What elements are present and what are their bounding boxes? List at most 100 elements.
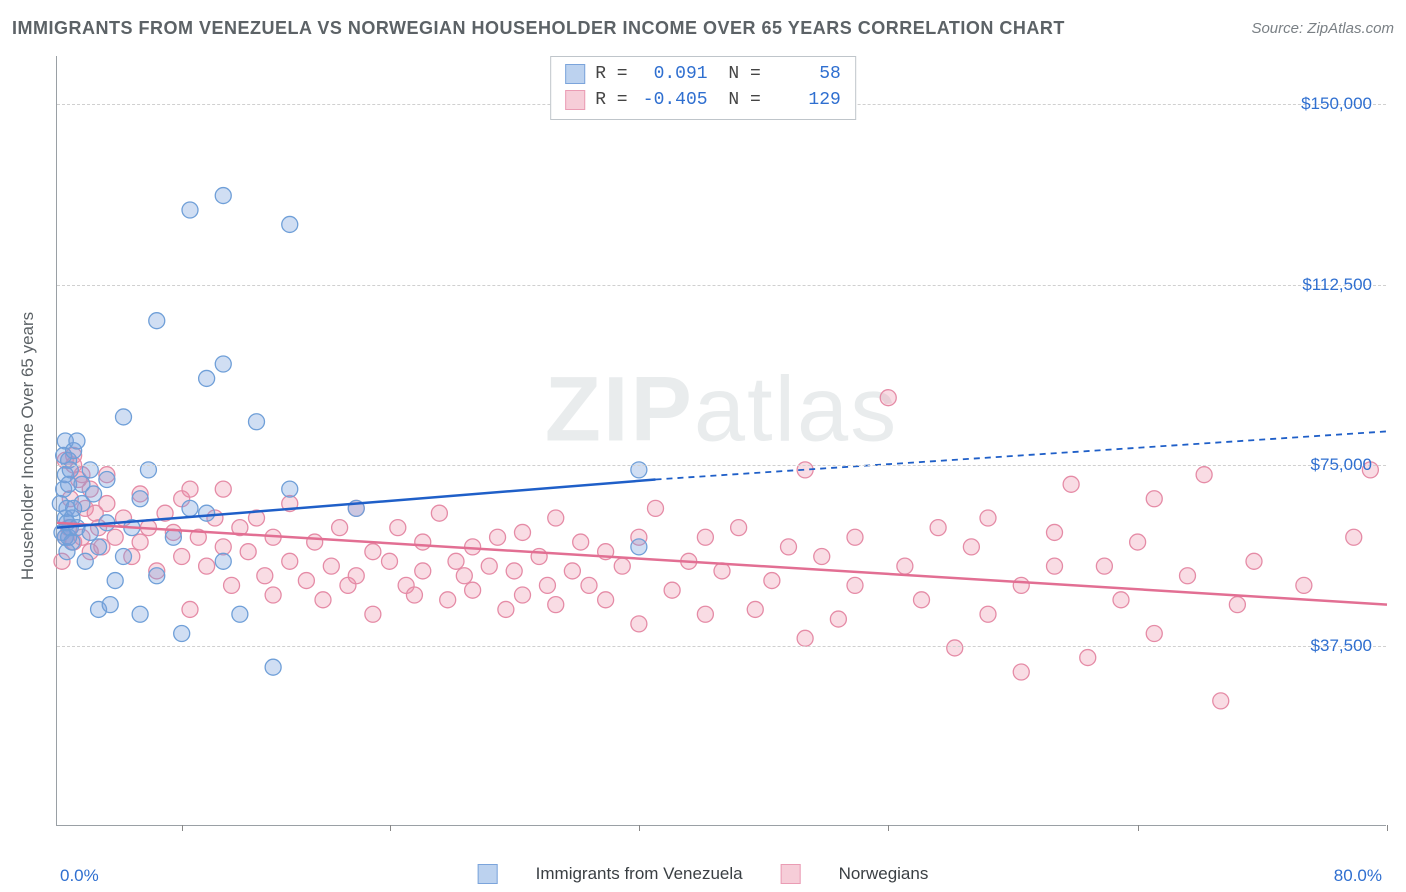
stats-row-series2: R = -0.405 N = 129: [565, 87, 841, 113]
data-point: [282, 481, 298, 497]
data-point: [149, 313, 165, 329]
data-point: [182, 202, 198, 218]
y-tick-label: $150,000: [1301, 94, 1372, 114]
chart-svg: [57, 56, 1386, 825]
data-point: [1180, 568, 1196, 584]
data-point: [581, 577, 597, 593]
swatch-series1: [565, 64, 585, 84]
data-point: [149, 568, 165, 584]
legend-swatch-series1: [478, 864, 498, 884]
gridline: [57, 285, 1386, 286]
x-tick: [888, 825, 889, 831]
data-point: [415, 563, 431, 579]
data-point: [348, 568, 364, 584]
data-point: [307, 534, 323, 550]
x-axis-max-label: 80.0%: [1334, 866, 1382, 886]
gridline: [57, 465, 1386, 466]
legend-label-series1: Immigrants from Venezuela: [536, 864, 743, 884]
stat-r-value-1: 0.091: [638, 61, 708, 87]
stat-r-label-1: R =: [595, 61, 627, 87]
data-point: [830, 611, 846, 627]
data-point: [107, 573, 123, 589]
x-tick: [1138, 825, 1139, 831]
data-point: [465, 582, 481, 598]
source-label: Source: ZipAtlas.com: [1251, 20, 1394, 37]
data-point: [714, 563, 730, 579]
trendline-solid: [57, 523, 1387, 605]
data-point: [1196, 467, 1212, 483]
data-point: [77, 553, 93, 569]
x-tick: [182, 825, 183, 831]
x-tick: [639, 825, 640, 831]
data-point: [69, 433, 85, 449]
data-point: [897, 558, 913, 574]
x-tick: [390, 825, 391, 831]
data-point: [132, 491, 148, 507]
data-point: [99, 496, 115, 512]
chart-title: IMMIGRANTS FROM VENEZUELA VS NORWEGIAN H…: [12, 18, 1065, 39]
gridline: [57, 646, 1386, 647]
data-point: [648, 500, 664, 516]
data-point: [930, 520, 946, 536]
legend-label-series2: Norwegians: [839, 864, 929, 884]
stat-r-label-2: R =: [595, 87, 627, 113]
data-point: [215, 188, 231, 204]
data-point: [282, 553, 298, 569]
data-point: [199, 558, 215, 574]
data-point: [1296, 577, 1312, 593]
data-point: [107, 529, 123, 545]
data-point: [102, 597, 118, 613]
data-point: [1213, 693, 1229, 709]
data-point: [1047, 524, 1063, 540]
stat-n-value-2: 129: [771, 87, 841, 113]
data-point: [914, 592, 930, 608]
data-point: [764, 573, 780, 589]
y-tick-label: $112,500: [1302, 275, 1372, 295]
data-point: [240, 544, 256, 560]
stat-n-label-2: N =: [718, 87, 761, 113]
data-point: [82, 524, 98, 540]
data-point: [182, 500, 198, 516]
data-point: [265, 659, 281, 675]
data-point: [1047, 558, 1063, 574]
data-point: [980, 510, 996, 526]
data-point: [215, 356, 231, 372]
data-point: [282, 216, 298, 232]
stats-row-series1: R = 0.091 N = 58: [565, 61, 841, 87]
data-point: [539, 577, 555, 593]
data-point: [947, 640, 963, 656]
data-point: [456, 568, 472, 584]
data-point: [980, 606, 996, 622]
swatch-series2: [565, 90, 585, 110]
data-point: [631, 539, 647, 555]
data-point: [224, 577, 240, 593]
data-point: [323, 558, 339, 574]
stat-n-value-1: 58: [771, 61, 841, 87]
data-point: [697, 529, 713, 545]
data-point: [1013, 577, 1029, 593]
data-point: [1080, 650, 1096, 666]
data-point: [697, 606, 713, 622]
data-point: [199, 370, 215, 386]
data-point: [365, 606, 381, 622]
bottom-legend: Immigrants from Venezuela Norwegians: [478, 864, 929, 884]
data-point: [174, 549, 190, 565]
data-point: [132, 534, 148, 550]
data-point: [232, 606, 248, 622]
data-point: [86, 486, 102, 502]
data-point: [257, 568, 273, 584]
data-point: [165, 529, 181, 545]
stat-n-label-1: N =: [718, 61, 761, 87]
data-point: [847, 577, 863, 593]
data-point: [747, 601, 763, 617]
data-point: [548, 597, 564, 613]
data-point: [506, 563, 522, 579]
y-axis-title: Householder Income Over 65 years: [18, 312, 38, 580]
data-point: [99, 472, 115, 488]
data-point: [440, 592, 456, 608]
data-point: [498, 601, 514, 617]
plot-area: ZIPatlas $37,500$75,000$112,500$150,000: [56, 56, 1386, 826]
data-point: [390, 520, 406, 536]
data-point: [448, 553, 464, 569]
data-point: [132, 606, 148, 622]
